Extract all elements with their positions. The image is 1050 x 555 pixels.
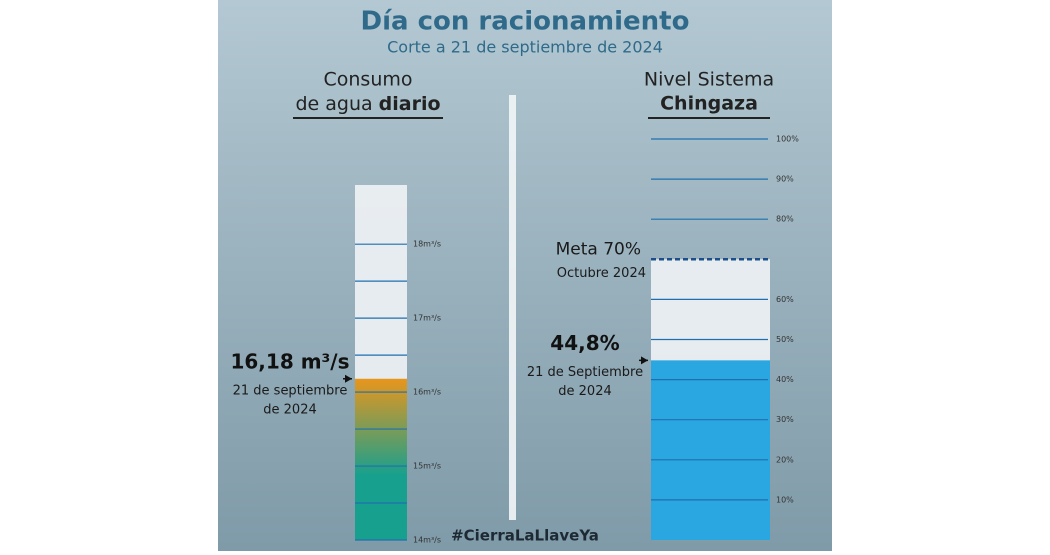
date-label: 21 de Septiembre <box>527 365 643 380</box>
tick-label: 16m³/s <box>413 388 441 397</box>
tick-label: 100% <box>776 135 799 144</box>
divider <box>509 95 516 520</box>
tick-label: 40% <box>776 375 794 384</box>
header-bold: diario <box>379 93 441 115</box>
tick-label: 10% <box>776 495 794 504</box>
tick-label: 90% <box>776 175 794 184</box>
header-line: de agua diario <box>295 93 440 115</box>
gauge-fill <box>355 378 407 540</box>
header-line: Nivel Sistema <box>644 69 774 91</box>
tick-label: 14m³/s <box>413 536 441 545</box>
title: Día con racionamiento <box>361 7 690 37</box>
header-line: Consumo <box>323 69 412 91</box>
header-bold: Chingaza <box>660 93 758 115</box>
tick-label: 50% <box>776 335 794 344</box>
date-label: de 2024 <box>263 402 316 417</box>
value-label: 44,8% <box>550 331 619 355</box>
tick-label: 80% <box>776 215 794 224</box>
tick-label: 30% <box>776 415 794 424</box>
target-sublabel: Octubre 2024 <box>557 266 646 281</box>
value-label: 16,18 m³/s <box>230 349 349 373</box>
date-label: de 2024 <box>558 384 611 399</box>
tick-label: 17m³/s <box>413 314 441 323</box>
header-underline <box>648 117 770 119</box>
arrow-head <box>345 374 352 383</box>
header-underline <box>293 117 443 119</box>
target-label: Meta 70% <box>556 239 641 259</box>
tick-label: 60% <box>776 295 794 304</box>
date-label: 21 de septiembre <box>233 383 348 398</box>
tick-label: 15m³/s <box>413 462 441 471</box>
arrow-head <box>641 356 648 365</box>
header-text: de agua <box>295 93 372 115</box>
tick-label: 18m³/s <box>413 240 441 249</box>
hashtag: #CierraLaLlaveYa <box>451 527 599 545</box>
tick-label: 20% <box>776 455 794 464</box>
subtitle: Corte a 21 de septiembre de 2024 <box>387 38 663 57</box>
gauge-fill <box>651 360 770 540</box>
